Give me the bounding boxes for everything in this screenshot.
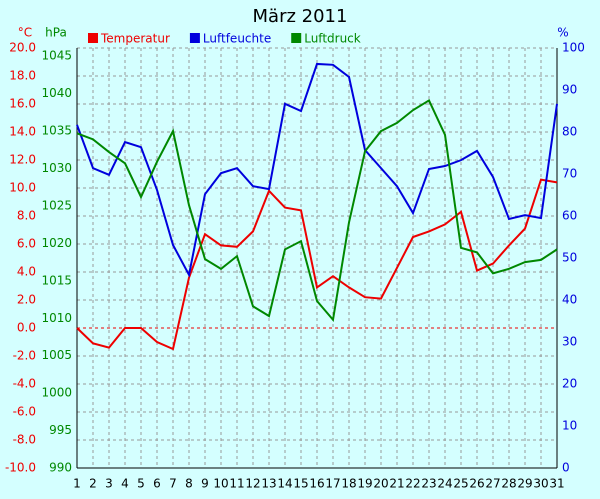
x-tick-label: 4 — [121, 477, 129, 491]
y-tick-label: -2.0 — [13, 349, 36, 363]
x-tick-label: 3 — [105, 477, 113, 491]
x-tick-label: 5 — [137, 477, 145, 491]
y2-tick-label: 1010 — [41, 311, 72, 325]
x-tick-label: 10 — [213, 477, 228, 491]
y-tick-label: 4.0 — [17, 265, 36, 279]
x-tick-label: 1 — [73, 477, 81, 491]
y-tick-label: 16.0 — [9, 97, 36, 111]
x-tick-label: 20 — [373, 477, 388, 491]
y3-tick-label: 40 — [562, 293, 577, 307]
y-tick-label: 14.0 — [9, 125, 36, 139]
y3-tick-label: 100 — [562, 41, 585, 55]
x-tick-label: 11 — [229, 477, 244, 491]
y2-tick-label: 1005 — [41, 348, 72, 362]
y-tick-label: 20.0 — [9, 41, 36, 55]
y-tick-label: 0.0 — [17, 321, 36, 335]
y3-tick-label: 30 — [562, 335, 577, 349]
y-tick-label: 18.0 — [9, 69, 36, 83]
x-tick-label: 18 — [341, 477, 356, 491]
y2-tick-label: 1030 — [41, 161, 72, 175]
y3-tick-label: 80 — [562, 125, 577, 139]
x-tick-label: 2 — [89, 477, 97, 491]
x-tick-label: 7 — [169, 477, 177, 491]
y2-tick-label: 1045 — [41, 49, 72, 63]
y-tick-label: 12.0 — [9, 153, 36, 167]
y2-tick-label: 1035 — [41, 124, 72, 138]
x-tick-label: 26 — [469, 477, 484, 491]
legend-swatch — [291, 33, 302, 43]
y3-tick-label: 20 — [562, 377, 577, 391]
y3-axis-label: % — [557, 26, 568, 40]
x-tick-label: 28 — [501, 477, 516, 491]
y2-tick-label: 990 — [49, 461, 72, 475]
y-tick-label: -8.0 — [13, 433, 36, 447]
y2-tick-label: 995 — [49, 423, 72, 437]
series-line — [76, 178, 558, 351]
series-line — [76, 62, 558, 278]
y3-tick-label: 60 — [562, 209, 577, 223]
x-tick-label: 12 — [245, 477, 260, 491]
y2-tick-label: 1020 — [41, 236, 72, 250]
x-tick-label: 9 — [201, 477, 209, 491]
x-tick-label: 29 — [517, 477, 532, 491]
y3-tick-label: 50 — [562, 251, 577, 265]
y3-tick-label: 70 — [562, 167, 577, 181]
x-tick-label: 31 — [549, 477, 564, 491]
x-tick-label: 22 — [405, 477, 420, 491]
chart-title: März 2011 — [253, 6, 348, 27]
x-tick-label: 16 — [309, 477, 324, 491]
x-tick-label: 23 — [421, 477, 436, 491]
x-tick-label: 15 — [293, 477, 308, 491]
y3-tick-label: 90 — [562, 83, 577, 97]
legend-label: Luftfeuchte — [203, 32, 271, 46]
y-tick-label: -10.0 — [5, 461, 36, 475]
y2-tick-label: 1015 — [41, 273, 72, 287]
x-tick-label: 27 — [485, 477, 500, 491]
x-tick-label: 13 — [261, 477, 276, 491]
x-tick-label: 14 — [277, 477, 292, 491]
x-tick-label: 21 — [389, 477, 404, 491]
x-tick-label: 24 — [437, 477, 452, 491]
legend-label: Temperatur — [100, 32, 170, 46]
y-tick-label: 6.0 — [17, 237, 36, 251]
x-tick-label: 30 — [533, 477, 548, 491]
series-line — [76, 98, 558, 323]
y-tick-label: -4.0 — [13, 377, 36, 391]
y-tick-label: 8.0 — [17, 209, 36, 223]
y2-tick-label: 1000 — [41, 386, 72, 400]
x-tick-label: 8 — [185, 477, 193, 491]
y2-tick-label: 1040 — [41, 86, 72, 100]
x-tick-label: 19 — [357, 477, 372, 491]
legend-label: Luftdruck — [304, 32, 361, 46]
x-tick-label: 6 — [153, 477, 161, 491]
legend-swatch — [189, 33, 200, 43]
y-tick-label: 2.0 — [17, 293, 36, 307]
y3-tick-label: 10 — [562, 419, 577, 433]
legend-swatch — [88, 33, 98, 43]
y2-axis-label: hPa — [45, 26, 67, 40]
y-axis-label: °C — [18, 26, 32, 40]
y-tick-label: 10.0 — [9, 181, 36, 195]
y2-tick-label: 1025 — [41, 198, 72, 212]
y-tick-label: -6.0 — [13, 405, 36, 419]
x-tick-label: 25 — [453, 477, 468, 491]
x-tick-label: 17 — [325, 477, 340, 491]
y3-tick-label: 0 — [562, 461, 570, 475]
